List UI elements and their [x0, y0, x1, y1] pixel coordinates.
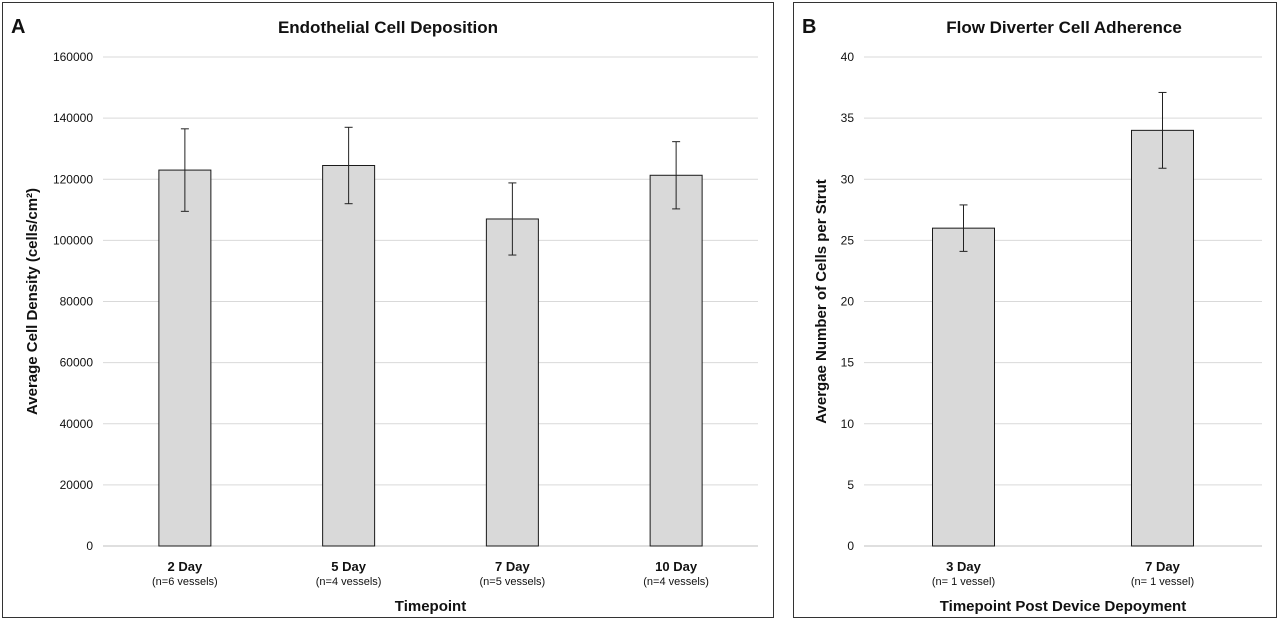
y-tick-label: 20	[841, 295, 855, 309]
bar-4	[649, 174, 703, 547]
x-category-sublabel: (n=5 vessels)	[480, 576, 546, 588]
bar-2	[322, 164, 376, 547]
y-tick-label: 40000	[60, 417, 94, 431]
chart-title: Flow Diverter Cell Adherence	[946, 18, 1182, 37]
y-tick-label: 25	[841, 233, 855, 247]
x-category-label: 3 Day	[946, 559, 981, 574]
chart-a-svg: A Endothelial Cell Deposition 0 20000 40000 6…	[11, 16, 758, 615]
x-category-sublabel: (n=4 vessels)	[316, 576, 382, 588]
x-category-sublabel: (n=4 vessels)	[643, 576, 709, 588]
y-tick-label: 30	[841, 172, 855, 186]
x-category-sublabel: (n= 1 vessel)	[1131, 576, 1194, 588]
y-tick-label: 140000	[53, 111, 93, 125]
x-axis-title: Timepoint	[395, 598, 466, 615]
panel-label: B	[802, 16, 816, 38]
y-tick-label: 35	[841, 111, 855, 125]
y-tick-label: 5	[847, 478, 854, 492]
y-tick-label: 0	[847, 539, 854, 553]
y-tick-label: 80000	[60, 295, 94, 309]
y-axis-title: Average Cell Density (cells/cm²)	[24, 188, 41, 415]
chart-title: Endothelial Cell Deposition	[278, 18, 498, 37]
bar-2	[1131, 129, 1194, 547]
x-category-label: 7 Day	[495, 559, 530, 574]
x-category-label: 7 Day	[1145, 559, 1180, 574]
x-category-label: 10 Day	[655, 559, 698, 574]
bar-3	[485, 218, 539, 547]
chart-panel-b: B Flow Diverter Cell Adherence 0 5 10 15 20 25 3…	[793, 2, 1277, 618]
y-tick-label: 40	[841, 50, 855, 64]
x-category-label: 5 Day	[331, 559, 366, 574]
y-tick-label: 120000	[53, 172, 93, 186]
y-tick-label: 60000	[60, 356, 94, 370]
y-axis-title: Avergae Number of Cells per Strut	[813, 179, 830, 424]
y-tick-label: 10	[841, 417, 855, 431]
chart-panel-a: A Endothelial Cell Deposition 0 20000 40000 6…	[2, 2, 774, 618]
panel-label: A	[11, 16, 25, 38]
bar-1	[158, 169, 212, 547]
x-axis-title: Timepoint Post Device Depoyment	[940, 598, 1186, 615]
x-category-label: 2 Day	[168, 559, 203, 574]
y-tick-label: 15	[841, 356, 855, 370]
y-tick-label: 20000	[60, 478, 94, 492]
x-category-sublabel: (n= 1 vessel)	[932, 576, 995, 588]
x-category-sublabel: (n=6 vessels)	[152, 576, 218, 588]
bar-1	[932, 227, 995, 547]
chart-b-svg: B Flow Diverter Cell Adherence 0 5 10 15 20 25 3…	[802, 16, 1262, 615]
y-tick-label: 0	[86, 539, 93, 553]
y-tick-label: 100000	[53, 233, 93, 247]
y-tick-label: 160000	[53, 50, 93, 64]
